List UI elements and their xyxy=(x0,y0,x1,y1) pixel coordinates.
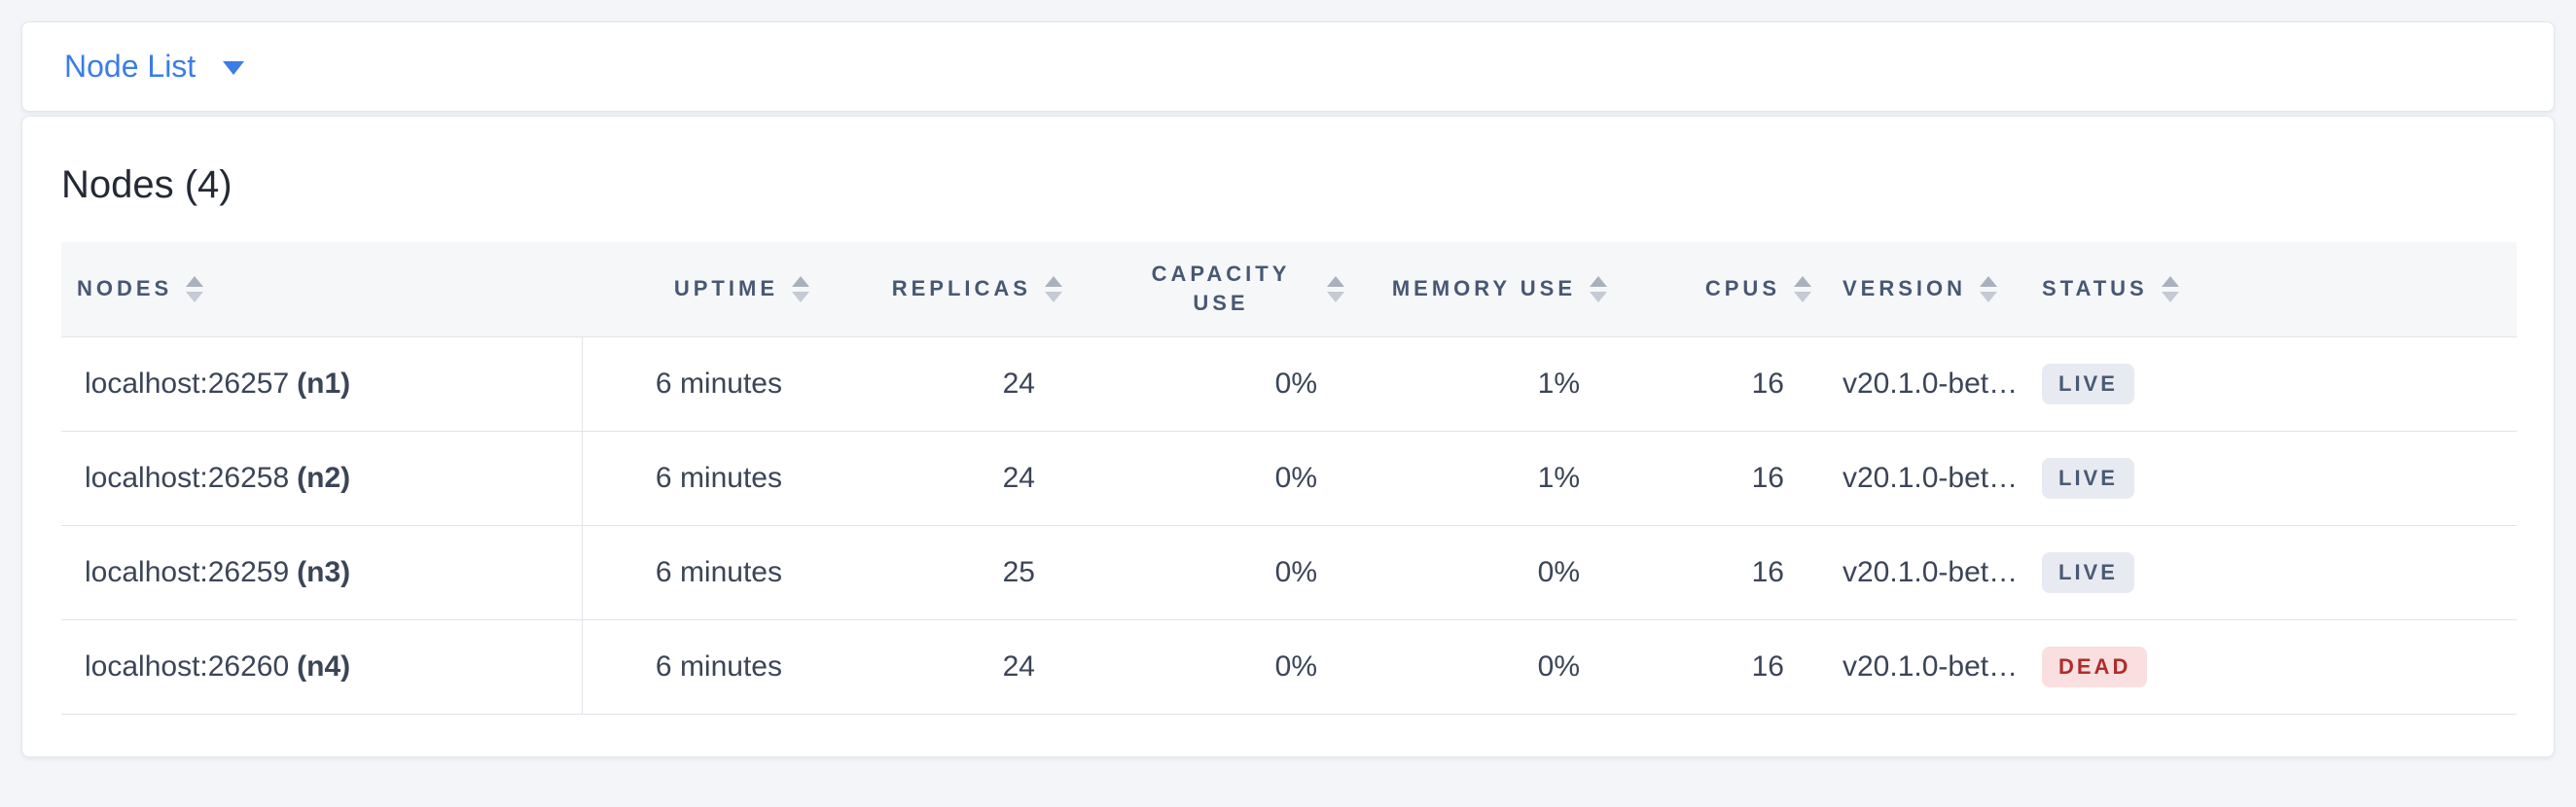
sort-icon xyxy=(1590,275,1607,302)
node-list-table: NODES UPTIME REPLICAS xyxy=(61,242,2517,715)
status-cell: LIVE xyxy=(2026,431,2517,526)
node-address-cell: localhost:26258 (n2) xyxy=(61,431,583,526)
caret-down-icon xyxy=(223,61,245,75)
memory-use-cell: 0% xyxy=(1360,525,1623,620)
nodes-section-heading: Nodes (4) xyxy=(61,163,233,206)
status-badge: DEAD xyxy=(2042,646,2148,687)
status-badge: LIVE xyxy=(2042,457,2134,499)
cpus-cell: 16 xyxy=(1623,525,1827,620)
column-header-status[interactable]: STATUS xyxy=(2026,242,2517,337)
table-header-row: NODES UPTIME REPLICAS xyxy=(61,242,2517,337)
replicas-cell: 24 xyxy=(825,336,1078,432)
node-table-row: localhost:26260 (n4) 6 minutes 24 0% 0% 1… xyxy=(61,619,2517,715)
sort-icon xyxy=(1794,275,1811,302)
sort-icon xyxy=(1980,275,1998,302)
column-header-uptime[interactable]: UPTIME xyxy=(582,242,825,337)
column-header-nodes[interactable]: NODES xyxy=(61,242,582,337)
version-cell: v20.1.0-bet… xyxy=(1827,336,2026,432)
version-cell: v20.1.0-bet… xyxy=(1827,525,2026,620)
node-list-dropdown-label: Node List xyxy=(64,49,197,84)
replicas-cell: 24 xyxy=(825,619,1078,715)
node-id: (n4) xyxy=(297,649,351,683)
capacity-use-cell: 0% xyxy=(1078,431,1360,526)
sort-icon xyxy=(1327,275,1344,302)
memory-use-cell: 1% xyxy=(1360,431,1623,526)
node-table-row: localhost:26259 (n3) 6 minutes 25 0% 0% 1… xyxy=(61,525,2517,620)
status-cell: DEAD xyxy=(2026,619,2517,715)
version-cell: v20.1.0-bet… xyxy=(1827,619,2026,715)
sort-icon xyxy=(1045,275,1062,302)
node-address-cell: localhost:26257 (n1) xyxy=(61,336,583,432)
node-address-cell: localhost:26259 (n3) xyxy=(61,525,583,620)
uptime-cell: 6 minutes xyxy=(582,619,825,715)
uptime-cell: 6 minutes xyxy=(582,431,825,526)
page-header-bar: Node List xyxy=(21,21,2555,112)
node-id: (n1) xyxy=(297,367,351,400)
memory-use-cell: 1% xyxy=(1360,336,1623,432)
node-id: (n3) xyxy=(297,555,351,588)
cpus-cell: 16 xyxy=(1623,336,1827,432)
sort-icon xyxy=(186,275,204,302)
node-address: localhost:26257 xyxy=(85,367,290,400)
capacity-use-cell: 0% xyxy=(1078,619,1360,715)
nodes-section-card: Nodes (4) NODES UPTIME xyxy=(21,116,2555,757)
column-header-replicas[interactable]: REPLICAS xyxy=(825,242,1078,337)
version-cell: v20.1.0-bet… xyxy=(1827,431,2026,526)
memory-use-cell: 0% xyxy=(1360,619,1623,715)
node-address: localhost:26260 xyxy=(85,649,290,683)
node-list-dropdown[interactable]: Node List xyxy=(64,49,245,85)
node-table-row: localhost:26258 (n2) 6 minutes 24 0% 1% 1… xyxy=(61,431,2517,526)
column-header-memory-use[interactable]: MEMORY USE xyxy=(1360,242,1623,337)
replicas-cell: 24 xyxy=(825,431,1078,526)
node-table-row: localhost:26257 (n1) 6 minutes 24 0% 1% 1… xyxy=(61,336,2517,432)
uptime-cell: 6 minutes xyxy=(582,525,825,620)
node-address-cell: localhost:26260 (n4) xyxy=(61,619,583,715)
column-header-version[interactable]: VERSION xyxy=(1827,242,2026,337)
cpus-cell: 16 xyxy=(1623,619,1827,715)
sort-icon xyxy=(2161,275,2179,302)
capacity-use-cell: 0% xyxy=(1078,525,1360,620)
column-header-capacity-use[interactable]: CAPACITY USE xyxy=(1078,242,1360,337)
status-cell: LIVE xyxy=(2026,336,2517,432)
replicas-cell: 25 xyxy=(825,525,1078,620)
node-address: localhost:26258 xyxy=(85,461,290,494)
sort-icon xyxy=(792,275,809,302)
status-badge: LIVE xyxy=(2042,551,2134,593)
cpus-cell: 16 xyxy=(1623,431,1827,526)
node-address: localhost:26259 xyxy=(85,555,290,588)
status-badge: LIVE xyxy=(2042,363,2134,404)
column-header-cpus[interactable]: CPUS xyxy=(1623,242,1827,337)
uptime-cell: 6 minutes xyxy=(582,336,825,432)
capacity-use-cell: 0% xyxy=(1078,336,1360,432)
status-cell: LIVE xyxy=(2026,525,2517,620)
node-id: (n2) xyxy=(297,461,351,494)
